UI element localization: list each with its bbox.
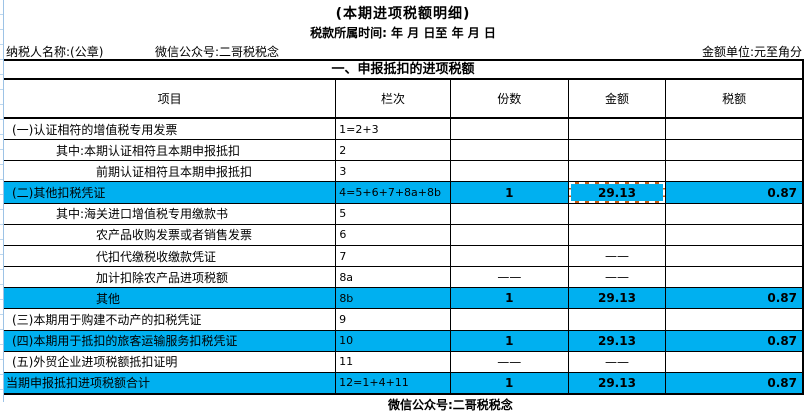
amount-cell[interactable]: 29.13 xyxy=(569,330,667,351)
item-cell[interactable]: (一)认证相符的增值税专用发票 xyxy=(4,119,337,140)
tax-cell[interactable]: 0.87 xyxy=(767,185,798,200)
copies-cell[interactable]: 1 xyxy=(451,182,569,203)
copies-cell[interactable] xyxy=(451,161,569,182)
wechat-account-label: 微信公众号:二哥税税念 xyxy=(155,45,280,59)
header-amount[interactable]: 金额 xyxy=(569,80,667,117)
tax-cell[interactable] xyxy=(666,225,802,245)
item-cell[interactable]: (五)外贸企业进项税额抵扣证明 xyxy=(4,351,337,372)
item-cell[interactable]: 当期申报抵扣进项税额合计 xyxy=(4,372,337,394)
amount-cell[interactable] xyxy=(569,161,667,182)
header-column-no[interactable]: 栏次 xyxy=(336,80,451,117)
column-no-cell[interactable]: 11 xyxy=(336,351,451,372)
amount-cell[interactable]: —— xyxy=(569,245,667,267)
column-no-cell[interactable]: 2 xyxy=(336,140,451,161)
table-row: 其中:海关进口增值税专用缴款书 5 xyxy=(4,203,802,225)
tax-cell[interactable] xyxy=(666,267,802,287)
taxpayer-name-label: 纳税人名称:(公章) xyxy=(6,45,104,59)
column-no-cell[interactable]: 7 xyxy=(336,245,451,267)
copies-cell[interactable] xyxy=(451,309,569,330)
tax-cell[interactable]: 0.87 xyxy=(767,333,798,348)
amount-unit-label: 金额单位:元至角分 xyxy=(701,45,802,59)
header-item[interactable]: 项目 xyxy=(4,80,337,117)
item-cell[interactable]: 前期认证相符且本期申报抵扣 xyxy=(4,161,337,182)
column-no-cell[interactable]: 1=2+3 xyxy=(336,119,451,140)
item-cell[interactable]: 加计扣除农产品进项税额 xyxy=(4,267,337,288)
copies-cell[interactable]: 1 xyxy=(451,330,569,351)
amount-cell[interactable] xyxy=(569,224,667,245)
column-no-cell[interactable]: 5 xyxy=(336,203,451,224)
amount-cell[interactable] xyxy=(569,309,667,330)
header-copies[interactable]: 份数 xyxy=(451,80,569,117)
copies-cell[interactable]: —— xyxy=(451,267,569,288)
copies-cell[interactable]: 1 xyxy=(451,372,569,394)
item-cell[interactable]: 其他 xyxy=(4,288,337,309)
item-cell[interactable]: 其中:本期认证相符且本期申报抵扣 xyxy=(4,140,337,161)
column-no-cell[interactable]: 6 xyxy=(336,224,451,245)
copies-cell[interactable] xyxy=(451,140,569,161)
table-row: (一)认证相符的增值税专用发票 1=2+3 xyxy=(4,119,802,141)
tax-cell[interactable] xyxy=(666,119,802,139)
column-no-cell[interactable]: 4=5+6+7+8a+8b xyxy=(336,182,451,203)
tax-cell[interactable] xyxy=(666,204,802,224)
input-vat-detail-table: 一、申报抵扣的进项税额 项目 栏次 份数 金额 税额 (一)认证相符的增值税专用… xyxy=(4,59,804,395)
item-cell[interactable]: (二)其他扣税凭证 xyxy=(4,182,337,203)
footer-watermark: 微信公众号:二哥税税念 xyxy=(388,398,513,412)
tax-cell[interactable] xyxy=(666,161,802,181)
amount-cell[interactable]: —— xyxy=(569,267,667,288)
amount-cell[interactable]: 29.13 xyxy=(568,182,667,203)
table-row: 当期申报抵扣进项税额合计 12=1+4+11 1 29.13 0.87 xyxy=(4,372,802,394)
item-cell[interactable]: 代扣代缴税收缴款凭证 xyxy=(4,245,337,267)
column-no-cell[interactable]: 3 xyxy=(336,161,451,182)
tax-cell[interactable] xyxy=(666,246,802,266)
table-row: (三)本期用于购建不动产的扣税凭证 9 xyxy=(4,309,802,331)
amount-cell[interactable]: 29.13 xyxy=(569,288,667,309)
table-row: 前期认证相符且本期申报抵扣 3 xyxy=(4,161,802,183)
table-row: (四)本期用于抵扣的旅客运输服务扣税凭证 10 1 29.13 0.87 xyxy=(4,330,802,352)
copies-cell[interactable] xyxy=(451,245,569,267)
table-header-row: 项目 栏次 份数 金额 税额 xyxy=(4,80,802,119)
table-row: 加计扣除农产品进项税额 8a —— —— xyxy=(4,267,802,289)
amount-cell[interactable] xyxy=(569,203,667,224)
column-no-cell[interactable]: 8b xyxy=(336,288,451,309)
copies-cell[interactable] xyxy=(451,119,569,140)
item-cell[interactable]: 其中:海关进口增值税专用缴款书 xyxy=(4,203,337,224)
table-row: 农产品收购发票或者销售发票 6 xyxy=(4,224,802,246)
copies-cell[interactable] xyxy=(451,224,569,245)
tax-cell[interactable] xyxy=(666,352,802,372)
header-tax[interactable]: 税额 xyxy=(722,92,747,106)
table-row: (二)其他扣税凭证 4=5+6+7+8a+8b 1 29.13 0.87 xyxy=(4,182,802,204)
tax-cell[interactable]: 0.87 xyxy=(767,375,797,390)
column-no-cell[interactable]: 12=1+4+11 xyxy=(336,372,451,394)
amount-cell[interactable]: 29.13 xyxy=(569,372,667,394)
tax-cell[interactable] xyxy=(666,309,802,329)
copies-cell[interactable]: —— xyxy=(451,351,569,372)
table-row: 其他 8b 1 29.13 0.87 xyxy=(4,288,802,310)
tax-period-line: 税款所属时间: 年 月 日至 年 月 日 xyxy=(310,26,496,40)
amount-cell[interactable]: —— xyxy=(569,351,667,372)
item-cell[interactable]: (四)本期用于抵扣的旅客运输服务扣税凭证 xyxy=(4,330,337,351)
item-cell[interactable]: (三)本期用于购建不动产的扣税凭证 xyxy=(4,309,337,330)
table-row: 其中:本期认证相符且本期申报抵扣 2 xyxy=(4,140,802,162)
table-row: (五)外贸企业进项税额抵扣证明 11 —— —— xyxy=(4,351,802,373)
item-cell[interactable]: 农产品收购发票或者销售发票 xyxy=(4,224,337,245)
tax-cell[interactable]: 0.87 xyxy=(767,291,797,306)
amount-cell[interactable] xyxy=(569,140,667,161)
table-body: (一)认证相符的增值税专用发票 1=2+3 其中:本期认证相符且本期申报抵扣 2 前期认… xyxy=(4,119,802,395)
amount-cell[interactable] xyxy=(569,119,667,140)
copies-cell[interactable] xyxy=(451,203,569,224)
tax-cell[interactable] xyxy=(666,140,802,160)
copy-marquee-border xyxy=(568,182,666,203)
page-title: (本期进项税额明细) xyxy=(335,6,471,22)
table-row: 代扣代缴税收缴款凭证 7 —— xyxy=(4,245,802,268)
column-no-cell[interactable]: 8a xyxy=(336,267,451,288)
info-line: 纳税人名称:(公章) 微信公众号:二哥税税念 金额单位:元至角分 xyxy=(0,43,806,59)
copies-cell[interactable]: 1 xyxy=(451,288,569,309)
section-title: 一、申报抵扣的进项税额 xyxy=(4,61,802,80)
column-no-cell[interactable]: 9 xyxy=(336,309,451,330)
worksheet-left-gutter xyxy=(0,0,4,402)
column-no-cell[interactable]: 10 xyxy=(336,330,451,351)
